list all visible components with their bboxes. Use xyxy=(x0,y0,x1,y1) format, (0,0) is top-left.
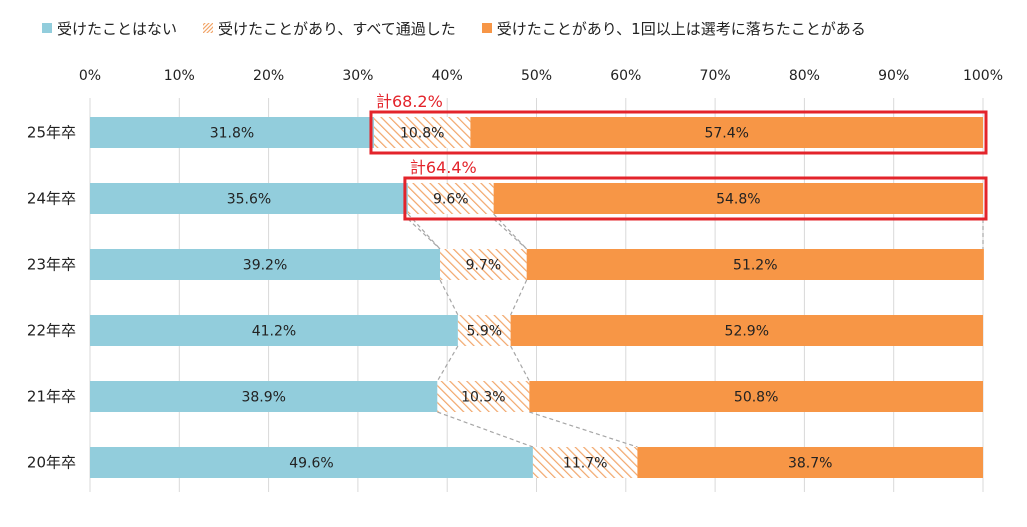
data-label: 11.7% xyxy=(563,456,607,472)
x-tick-label: 100% xyxy=(963,68,1003,84)
legend-label-never: 受けたことはない xyxy=(57,19,178,38)
data-label: 38.9% xyxy=(241,390,285,406)
data-label: 35.6% xyxy=(227,192,271,208)
x-tick-label: 70% xyxy=(700,68,731,84)
connector-line xyxy=(529,411,638,448)
legend-swatch-failed xyxy=(481,23,492,33)
annotation-total: 計68.2% xyxy=(376,92,443,111)
x-tick-label: 0% xyxy=(79,68,101,84)
bar-segment-all-passed xyxy=(407,183,494,214)
category-label: 20年卒 xyxy=(27,454,76,472)
legend-item-never: 受けたことはない xyxy=(42,18,177,39)
data-label: 39.2% xyxy=(243,258,287,274)
bar-segment-failed xyxy=(470,117,984,148)
x-tick-label: 10% xyxy=(164,68,195,84)
x-tick-label: 50% xyxy=(521,68,552,84)
legend-label-all-passed: 受けたことがあり、すべて通過した xyxy=(218,19,456,38)
annotation-total: 計64.4% xyxy=(410,158,477,177)
legend-swatch-never xyxy=(42,23,52,33)
legend-item-failed: 受けたことがあり、1回以上は選考に落ちたことがある xyxy=(481,18,866,39)
data-label: 9.7% xyxy=(466,258,502,274)
x-tick-label: 90% xyxy=(878,68,909,84)
data-label: 54.8% xyxy=(716,192,760,208)
connector-line xyxy=(437,411,534,448)
bar-segment-all-passed xyxy=(440,249,527,280)
bar-segment-never xyxy=(90,315,458,346)
legend: 受けたことはない 受けたことがあり、すべて通過した 受けたことがあり、1回以上は… xyxy=(42,16,1019,40)
connector-line xyxy=(510,345,530,382)
legend-item-all-passed: 受けたことがあり、すべて通過した xyxy=(203,18,456,39)
data-label: 9.6% xyxy=(433,192,469,208)
bar-segment-all-passed xyxy=(437,381,530,412)
data-label: 50.8% xyxy=(734,390,778,406)
category-label: 25年卒 xyxy=(27,124,76,142)
bar-segment-all-passed xyxy=(532,447,638,478)
gridlines xyxy=(89,98,984,492)
connector-line xyxy=(510,279,528,316)
category-label: 22年卒 xyxy=(27,322,76,340)
category-label: 21年卒 xyxy=(27,388,76,406)
x-tick-label: 20% xyxy=(253,68,284,84)
legend-label-failed: 受けたことがあり、1回以上は選考に落ちたことがある xyxy=(496,19,866,38)
bar-segment-never xyxy=(90,249,441,280)
bar-segment-never xyxy=(90,381,438,412)
bar-segment-all-passed xyxy=(373,117,471,148)
connector-line xyxy=(439,279,459,316)
annotations: 計68.2% 計64.4% xyxy=(369,92,988,221)
highlight-box xyxy=(369,110,988,155)
bar-segment-never xyxy=(90,183,408,214)
legend-swatch-all-passed xyxy=(203,23,214,33)
x-tick-label: 40% xyxy=(432,68,463,84)
highlight-box xyxy=(403,176,988,221)
x-tick-label: 80% xyxy=(789,68,820,84)
x-axis-ticks: 0% 10% 20% 30% 40% 50% 60% 70% 80% 90% 100% xyxy=(79,68,1003,84)
data-label: 41.2% xyxy=(252,324,296,340)
connector-line xyxy=(407,218,441,250)
data-label: 38.7% xyxy=(788,456,832,472)
bar-segment-failed xyxy=(526,249,984,280)
data-label: 52.9% xyxy=(725,324,769,340)
data-label: 10.8% xyxy=(400,126,444,142)
bar-segment-failed xyxy=(529,381,983,412)
data-label: 5.9% xyxy=(466,324,502,340)
x-tick-label: 30% xyxy=(342,68,373,84)
data-label: 49.6% xyxy=(289,456,333,472)
bar-segment-failed xyxy=(510,315,983,346)
bar-segment-all-passed xyxy=(457,315,511,346)
category-labels: 25年卒 24年卒 23年卒 22年卒 21年卒 20年卒 xyxy=(27,124,76,472)
data-label: 51.2% xyxy=(733,258,777,274)
data-label: 57.4% xyxy=(704,126,748,142)
bar-segment-failed xyxy=(637,447,983,478)
bar-segment-never xyxy=(90,117,374,148)
category-label: 24年卒 xyxy=(27,190,76,208)
bar-segment-failed xyxy=(493,183,983,214)
x-tick-label: 60% xyxy=(610,68,641,84)
connector-line xyxy=(493,218,528,250)
data-label: 10.3% xyxy=(461,390,505,406)
category-label: 23年卒 xyxy=(27,256,76,274)
data-label: 31.8% xyxy=(210,126,254,142)
bars: 31.8% 10.8% 57.4% 35.6% 9.6% 54.8% 39.2% 9.7% 51… xyxy=(90,117,984,478)
bar-segment-never xyxy=(90,447,533,478)
